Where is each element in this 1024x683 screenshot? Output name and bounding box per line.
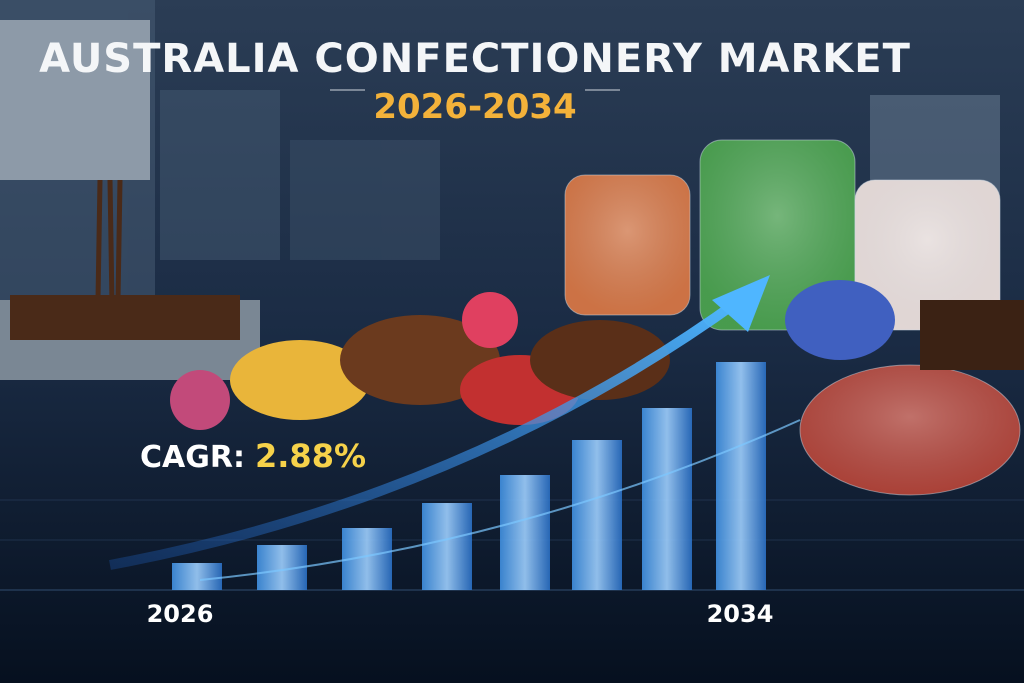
chocolate-machine [0,20,260,380]
candy-pile [170,292,670,430]
trend-arrow [109,295,743,570]
cagr-label: CAGR: [140,440,245,475]
subtitle: 2026-2034 [373,87,576,127]
jars [564,139,1024,496]
start-year: 2026 [147,600,214,628]
arrow-head [712,275,770,332]
cagr-value: 2.88% [255,437,366,475]
end-year: 2034 [707,600,774,628]
title: AUSTRALIA CONFECTIONERY MARKET [39,36,911,82]
trend-line [199,419,801,581]
growth-bars [172,362,766,590]
